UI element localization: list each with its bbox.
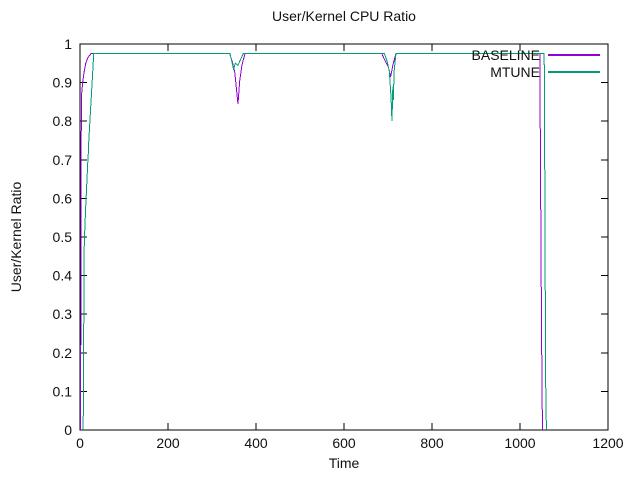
x-tick-label: 1200: [592, 435, 623, 451]
legend-entry-baseline: BASELINE: [472, 47, 600, 63]
legend-line-sample-baseline: [548, 54, 600, 56]
y-tick-label: 0.6: [53, 190, 73, 206]
y-tick-label: 0.3: [53, 306, 73, 322]
series-line-mtune: [82, 53, 547, 431]
plot-border: [79, 43, 609, 431]
y-tick-label: 0.9: [53, 75, 73, 91]
legend: BASELINE MTUNE: [472, 47, 600, 80]
x-tick-label: 1000: [504, 435, 535, 451]
x-axis-title: Time: [328, 455, 360, 471]
y-tick-label: 0.1: [53, 383, 73, 399]
y-tick-label: 0.4: [53, 268, 73, 284]
y-tick-label: 0.8: [53, 113, 73, 129]
y-tick-label: 0: [64, 422, 72, 438]
legend-line-sample-mtune: [548, 71, 600, 73]
legend-label-baseline: BASELINE: [471, 47, 540, 63]
x-tick-label: 800: [420, 435, 444, 451]
legend-label-mtune: MTUNE: [490, 64, 540, 80]
y-tick-label: 0.7: [53, 152, 73, 168]
x-tick-label: 400: [244, 435, 268, 451]
x-tick-label: 600: [332, 435, 356, 451]
legend-entry-mtune: MTUNE: [472, 64, 600, 80]
y-tick-label: 1: [64, 36, 72, 52]
chart-title: User/Kernel CPU Ratio: [272, 8, 416, 24]
y-tick-label: 0.2: [53, 345, 73, 361]
x-tick-label: 200: [156, 435, 180, 451]
series-line-baseline: [79, 53, 543, 431]
y-tick-label: 0.5: [53, 229, 73, 245]
x-tick-label: 0: [76, 435, 84, 451]
